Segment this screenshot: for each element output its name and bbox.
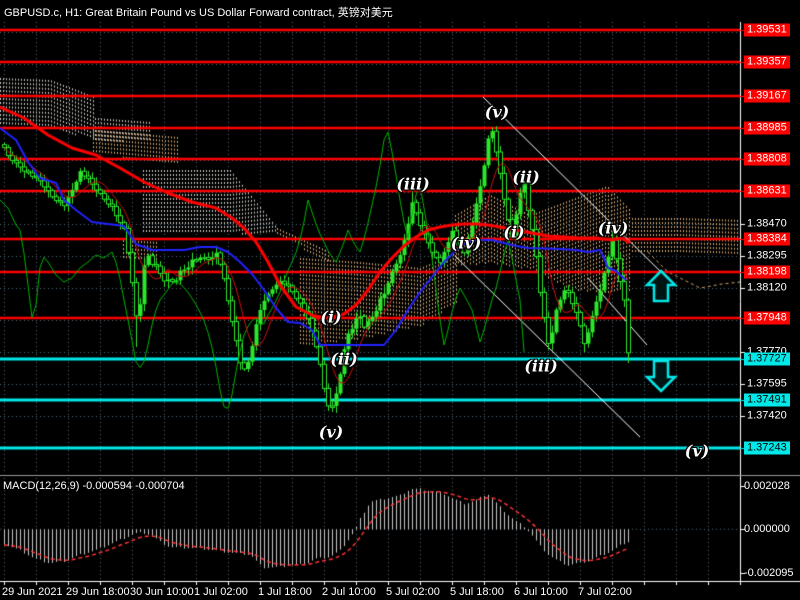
elliott-wave-label: (v) [318, 422, 344, 442]
price-axis-label: 1.37595 [747, 377, 787, 390]
elliott-wave-label: (iii) [396, 174, 430, 194]
price-axis-label: 1.37491 [744, 393, 790, 407]
time-axis-label[interactable]: 29 Jun 18:00 [66, 586, 130, 598]
macd-axis-label: 0.000000 [744, 523, 790, 535]
elliott-wave-label: (iv) [597, 218, 629, 238]
time-axis-label[interactable]: 1 Jul 18:00 [258, 586, 312, 598]
time-axis-label[interactable]: 30 Jun 10:00 [130, 586, 194, 598]
macd-indicator-label: MACD(12,26,9) -0.000594 -0.000704 [3, 480, 185, 492]
elliott-wave-label: (i) [320, 307, 342, 327]
elliott-wave-label: (v) [484, 102, 510, 122]
price-axis-label: 1.38198 [744, 265, 790, 279]
elliott-wave-label: (iv) [450, 233, 482, 253]
elliott-wave-label: (ii) [512, 167, 540, 187]
time-axis-label[interactable]: 2 Jul 10:00 [322, 586, 376, 598]
elliott-wave-label: (ii) [330, 349, 358, 369]
price-axis-label: 1.38120 [747, 281, 787, 294]
elliott-wave-label: (iii) [524, 356, 558, 376]
time-axis-label[interactable]: 7 Jul 02:00 [578, 586, 632, 598]
macd-axis-label: 0.002028 [744, 480, 790, 492]
time-axis-label[interactable]: 6 Jul 10:00 [514, 586, 568, 598]
price-axis-label: 1.39167 [744, 89, 790, 103]
macd-axis-label: -0.002095 [744, 567, 794, 579]
price-axis-label: 1.39357 [744, 55, 790, 69]
price-axis-label: 1.37948 [744, 311, 790, 325]
elliott-wave-label: (v) [684, 441, 710, 461]
price-axis-label: 1.37420 [747, 409, 787, 422]
price-axis-label: 1.37243 [744, 441, 790, 455]
price-axis-label: 1.38384 [744, 232, 790, 246]
price-axis-label: 1.38808 [744, 152, 790, 166]
time-axis-label[interactable]: 1 Jul 02:00 [194, 586, 248, 598]
elliott-wave-label: (i) [503, 222, 525, 242]
time-axis-label[interactable]: 5 Jul 02:00 [386, 586, 440, 598]
price-axis-label: 1.38470 [747, 217, 787, 230]
time-axis-label[interactable]: 5 Jul 18:00 [450, 586, 504, 598]
price-axis-label: 1.38631 [744, 184, 790, 198]
time-axis-label[interactable]: 29 Jun 2021 [2, 586, 63, 598]
price-axis-label: 1.38295 [747, 249, 787, 262]
price-axis-label: 1.37727 [744, 352, 790, 366]
chart-title: GBPUSD.c, H1: Great Britain Pound vs US … [4, 7, 393, 19]
price-axis-label: 1.38985 [744, 121, 790, 135]
price-axis-label: 1.39531 [744, 23, 790, 37]
